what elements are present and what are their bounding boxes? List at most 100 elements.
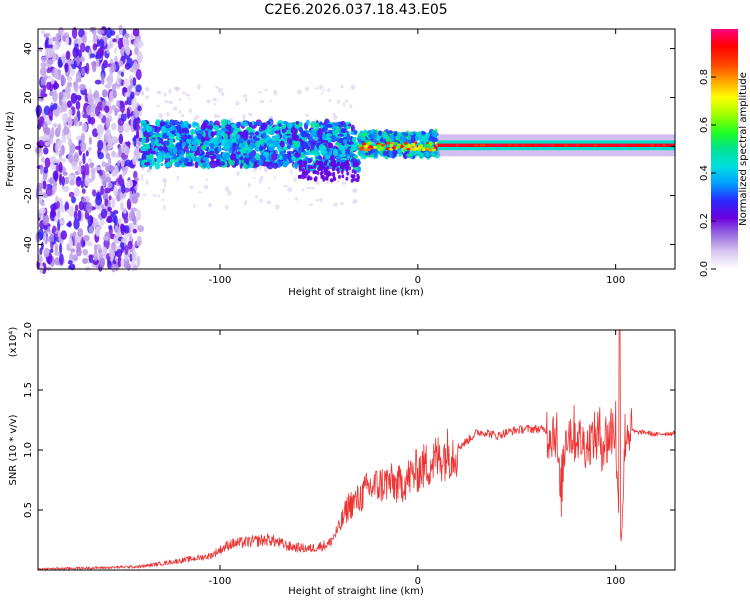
spectrogram-cell [84, 176, 89, 186]
spectrogram-cell [198, 191, 203, 193]
spectrogram-cell [274, 131, 280, 134]
spectrogram-cell [368, 134, 372, 139]
spectrogram-cell [102, 175, 107, 187]
spectrogram-cell [92, 189, 96, 196]
spectrogram-cell [156, 105, 159, 107]
colorbar-label: Normalized spectral amplitude [738, 72, 749, 226]
spectrogram-cell [356, 162, 359, 166]
spectrogram-cell [113, 186, 118, 196]
spectrogram-cell [101, 247, 107, 253]
spectrogram-cell [564, 144, 567, 146]
spectrogram-cell [131, 98, 137, 110]
spectrogram-cell [318, 161, 321, 165]
spectrogram-cell [337, 170, 340, 174]
spectrogram-cell [38, 254, 43, 263]
spectrogram-cell [340, 130, 346, 133]
spectrogram-cell [137, 225, 141, 230]
spectrogram-cell [527, 144, 530, 146]
spectrogram-cell [314, 170, 317, 174]
spectrogram-cell [141, 92, 144, 95]
spectrogram-cell [382, 150, 387, 155]
spectrogram-cell [138, 40, 144, 47]
spectrogram-cell [216, 154, 221, 160]
spectrogram-cell [124, 245, 128, 255]
spectrogram-cell [355, 199, 357, 203]
spectrogram-cell [116, 100, 120, 107]
spectrogram-cell [178, 98, 181, 101]
spectrogram-cell [52, 37, 56, 42]
spectrogram-cell [356, 178, 359, 182]
spectrogram-cell [136, 130, 139, 139]
spectrogram-cell [118, 177, 123, 185]
spectrogram-cell [188, 98, 190, 100]
spectrogram-cell [61, 56, 67, 64]
spectrogram-cell [44, 33, 48, 38]
colorbar: 0.0 0.2 0.4 0.6 0.8 Normalized spectral ampl… [699, 29, 749, 277]
spectrogram-cell [307, 175, 310, 179]
spectrogram-cell [358, 136, 361, 139]
spectrogram-cell [208, 151, 214, 155]
spectrogram-cell [79, 201, 84, 211]
spectrogram-cell [40, 164, 43, 174]
spectrogram-cell [411, 136, 416, 142]
y-tick-label: -40 [23, 236, 34, 252]
spectrogram-cell [136, 37, 141, 42]
spectrogram-cell [75, 146, 81, 150]
spectrogram-cell [121, 184, 125, 194]
spectrogram-cell [68, 138, 72, 146]
spectrogram-cell [326, 133, 332, 136]
spectrogram-cell [61, 30, 65, 35]
spectrogram-cell [349, 104, 352, 108]
spectrogram-cell [622, 144, 625, 146]
spectrogram-cell [102, 89, 108, 97]
spectrogram-cell [259, 176, 263, 181]
spectrogram-cell [133, 229, 138, 234]
spectrogram-y-axis-label: Frequency (Hz) [5, 111, 16, 187]
spectrogram-cell [89, 117, 95, 125]
spectrogram-cell [114, 111, 117, 117]
spectrogram-cell [107, 166, 113, 171]
spectrogram-cell [298, 175, 301, 179]
spectrogram-cell [89, 27, 94, 32]
colorbar-tick-label: 0.4 [699, 165, 710, 181]
spectrogram-cell [42, 83, 46, 93]
spectrogram-cell [160, 122, 166, 126]
spectrogram-cell [78, 29, 85, 38]
spectrogram-cell [306, 119, 310, 125]
spectrogram-cell [125, 33, 130, 38]
spectrogram-cell [345, 166, 348, 170]
spectrogram-cell [208, 203, 212, 208]
spectrogram-cell [109, 250, 115, 258]
spectrogram-cell [160, 163, 163, 166]
spectrogram-cell [104, 187, 111, 193]
spectrogram-cell [42, 214, 49, 225]
spectrogram-cell [260, 198, 263, 203]
spectrogram-cell [62, 176, 65, 186]
spectrogram-cell [89, 162, 94, 168]
y-tick-label: 1.5 [23, 382, 34, 398]
spectrogram-cell [354, 130, 358, 133]
spectrogram-cell [415, 147, 419, 150]
spectrogram-cell [97, 124, 104, 135]
spectrogram-cell [151, 139, 155, 147]
spectrogram-cell [86, 150, 89, 156]
spectrogram-cell [92, 259, 99, 265]
spectrogram-cell [257, 141, 260, 148]
spectrogram-cell [67, 100, 72, 108]
spectrogram-cell [551, 144, 554, 146]
spectrogram-cell [145, 95, 149, 99]
spectrogram-cell [151, 151, 156, 155]
spectrogram-cell [41, 201, 45, 206]
spectrogram-cell [259, 146, 263, 151]
spectrogram-cell [177, 145, 180, 151]
spectrogram-cell [47, 59, 54, 64]
spectrogram-cell [121, 112, 127, 121]
spectrogram-cell [261, 122, 268, 128]
spectrogram-cell [432, 131, 438, 138]
spectrogram-cell [140, 146, 147, 152]
spectrogram-cell [245, 97, 248, 103]
spectrogram-cell [235, 101, 240, 105]
spectrogram-cell [283, 185, 288, 187]
spectrogram-cell [74, 210, 77, 219]
spectrogram-cell [45, 141, 50, 146]
